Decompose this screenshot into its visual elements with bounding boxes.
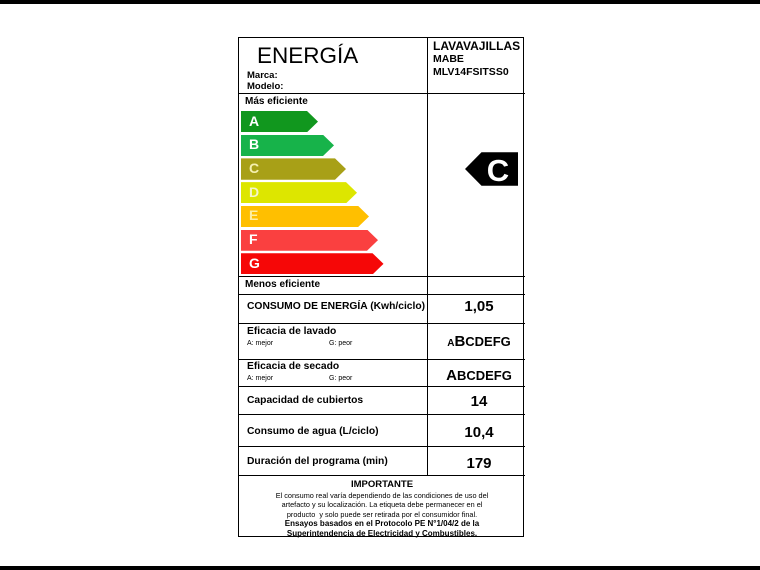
- svg-text:C: C: [487, 153, 509, 188]
